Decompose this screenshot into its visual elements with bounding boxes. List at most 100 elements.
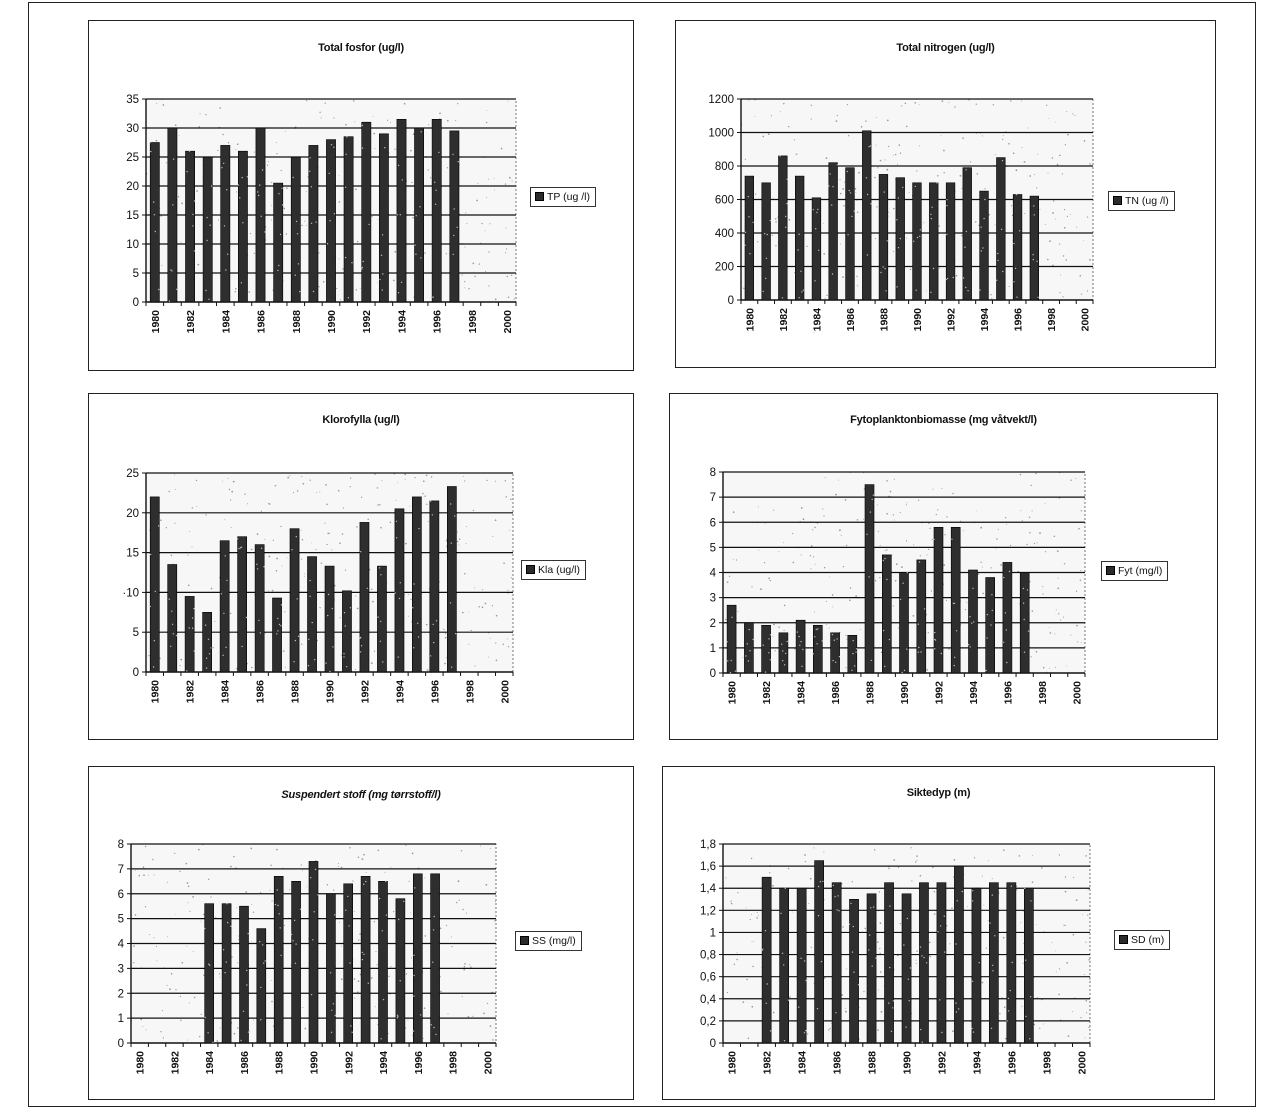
bar-speck [829, 173, 831, 175]
bar-speck [346, 136, 348, 138]
bar-speck [378, 897, 381, 900]
texture-dot [236, 143, 239, 146]
texture-dot [1058, 968, 1061, 970]
bar-speck [914, 185, 916, 188]
texture-dot [1012, 152, 1015, 155]
texture-dot [281, 565, 283, 567]
bar-speck [256, 568, 259, 570]
bar-speck [432, 296, 434, 298]
bar-speck [766, 233, 768, 236]
texture-dot [231, 956, 233, 958]
texture-dot [486, 110, 488, 111]
texture-dot [205, 514, 207, 516]
bar-rect [933, 527, 944, 674]
texture-dot [445, 540, 447, 542]
bar-speck [991, 609, 993, 612]
texture-dot [988, 860, 989, 862]
texture-dot [1080, 641, 1082, 643]
texture-dot [270, 219, 272, 221]
texture-dot [880, 651, 883, 654]
legend-label: TN (ug /l) [1125, 195, 1169, 207]
bar-rect [238, 150, 248, 303]
bar-speck [982, 247, 984, 249]
texture-dot [751, 913, 753, 915]
texture-dot [795, 153, 797, 155]
y-tick-label: 4 [710, 568, 717, 580]
texture-dot [973, 857, 976, 859]
bar-speck [956, 900, 958, 902]
bar-speck [240, 282, 243, 284]
texture-dot [1051, 157, 1054, 159]
texture-dot [379, 503, 381, 506]
texture-dot [160, 519, 162, 521]
bar-speck [380, 620, 382, 623]
texture-dot [356, 607, 359, 610]
texture-dot [1072, 113, 1074, 115]
bar-speck [897, 197, 899, 199]
bar-speck [932, 267, 935, 270]
bar-speck [1030, 900, 1032, 902]
texture-dot [153, 874, 155, 876]
bar [378, 880, 388, 1044]
bar [882, 554, 892, 674]
bar-speck [1004, 612, 1007, 614]
texture-dot [349, 846, 351, 849]
texture-dot [787, 867, 790, 870]
bar-speck [919, 235, 921, 237]
texture-dot [1059, 243, 1061, 245]
bar-speck [901, 671, 903, 674]
bar-speck [191, 617, 194, 619]
texture-dot [858, 171, 860, 174]
texture-dot [484, 230, 486, 232]
texture-dot [966, 601, 968, 603]
x-tick-label: 1982 [185, 310, 197, 334]
bar-speck [969, 616, 971, 618]
texture-dot [804, 860, 807, 863]
texture-dot [197, 263, 200, 266]
bar [929, 182, 939, 301]
bar-speck [204, 624, 207, 626]
bar-speck [979, 289, 981, 291]
bar-speck [967, 290, 969, 292]
texture-dot [227, 142, 230, 144]
bar-speck [226, 189, 228, 191]
texture-dot [1054, 633, 1056, 635]
texture-dot [1036, 542, 1038, 544]
x-tick-label: 1998 [1037, 681, 1049, 705]
chart-legend: SS (mg/l) [515, 931, 582, 951]
texture-dot [831, 594, 834, 596]
bar-speck [246, 176, 248, 178]
bar-speck [815, 628, 817, 631]
texture-dot [349, 485, 351, 488]
texture-dot [494, 919, 496, 922]
texture-dot [430, 476, 433, 478]
texture-dot [916, 950, 918, 952]
bar-speck [223, 162, 225, 164]
texture-dot [761, 588, 763, 590]
texture-dot [905, 237, 908, 239]
bar [968, 569, 978, 674]
bar [290, 156, 301, 303]
texture-dot [168, 490, 170, 493]
bar [411, 496, 422, 673]
bar-speck [297, 635, 300, 637]
texture-dot [489, 223, 491, 225]
bar-rect [361, 121, 372, 303]
texture-dot [203, 974, 205, 976]
texture-dot [981, 566, 983, 568]
texture-dot [1072, 933, 1075, 936]
bar-speck [262, 944, 264, 946]
bar-speck [992, 964, 994, 967]
x-tick-label: 1986 [256, 310, 268, 334]
texture-dot [1030, 656, 1032, 658]
texture-dot [927, 632, 929, 634]
y-tick-label: 8 [118, 839, 124, 851]
bar-speck [965, 169, 967, 171]
texture-dot [489, 637, 491, 639]
texture-dot [505, 496, 507, 498]
x-tick-label: 1994 [968, 681, 980, 705]
texture-dot [482, 589, 484, 591]
bar-speck [293, 661, 295, 663]
bar-speck [968, 644, 970, 646]
